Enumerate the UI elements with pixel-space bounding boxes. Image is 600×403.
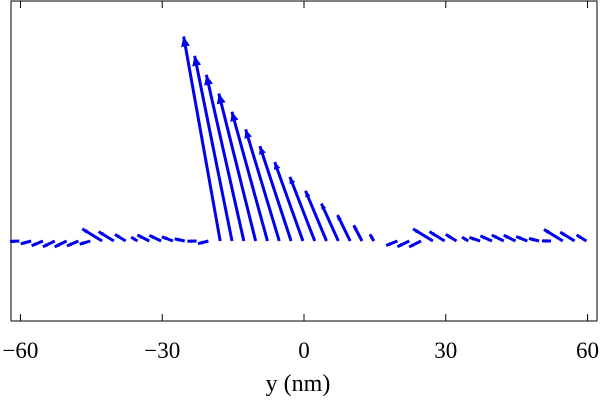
field-arrow-head: [528, 237, 534, 242]
field-arrow-shaft: [204, 74, 246, 242]
field-arrow-head: [413, 228, 419, 234]
field-arrow-head: [174, 237, 180, 242]
field-arrow-head: [137, 235, 143, 239]
field-arrow-shaft: [288, 176, 317, 242]
field-arrow-head: [274, 162, 281, 171]
field-arrow-head: [20, 240, 26, 245]
field-arrow-head: [480, 235, 486, 240]
x-axis-tick-labels: −60 −30 0 30 60: [2, 338, 599, 363]
x-tick-label: 60: [576, 338, 599, 363]
x-axis-label: y (nm): [266, 371, 331, 397]
field-arrow-head: [114, 234, 120, 239]
field-arrow-head: [230, 111, 239, 122]
field-arrow-shaft: [217, 93, 258, 242]
field-arrow-head: [258, 146, 266, 155]
field-arrow-shaft: [182, 36, 222, 242]
x-tick-label: −60: [2, 338, 38, 363]
field-arrow-head: [149, 235, 155, 240]
field-arrow-head: [82, 228, 88, 234]
field-arrow-shaft: [304, 190, 328, 242]
field-arrow-head: [131, 237, 136, 242]
field-arrow-head: [429, 231, 435, 236]
field-arrow-head: [469, 236, 475, 241]
field-arrow-shaft: [320, 202, 340, 242]
field-arrow-shaft: [244, 128, 281, 242]
field-arrow-head: [31, 242, 37, 246]
field-arrow-head: [10, 239, 15, 244]
x-tick-label: −30: [144, 338, 180, 363]
field-arrow-head: [409, 243, 415, 247]
field-arrow-head: [576, 234, 582, 239]
field-arrow-head: [369, 234, 374, 239]
field-arrow-head: [187, 239, 192, 244]
field-arrow-head: [289, 176, 296, 185]
field-arrow-head: [491, 235, 497, 239]
field-arrow-head: [337, 215, 342, 221]
field-arrow-head: [386, 241, 392, 246]
field-arrow-head: [353, 225, 358, 231]
x-axis-ticks: [19, 1, 589, 321]
arrow-field: [10, 36, 588, 249]
field-arrow-head: [462, 237, 467, 242]
field-arrow-head: [516, 236, 522, 241]
field-arrow-head: [216, 93, 226, 105]
field-arrow-head: [42, 243, 48, 247]
field-arrow-head: [321, 203, 327, 210]
field-arrow-head: [204, 74, 213, 86]
field-arrow-head: [79, 240, 85, 245]
field-arrow-shaft: [273, 161, 305, 242]
plot-frame: [10, 0, 598, 322]
field-arrow-head: [541, 238, 547, 243]
field-arrow-head: [180, 36, 190, 48]
field-arrow-head: [98, 231, 104, 236]
field-arrow-head: [560, 232, 566, 237]
field-arrow-shaft: [258, 145, 293, 242]
field-arrow-head: [66, 242, 72, 247]
field-arrow-head: [161, 236, 167, 241]
field-arrow-head: [244, 129, 252, 139]
field-arrow-head: [543, 229, 550, 234]
field-arrow-shaft: [193, 55, 234, 242]
field-arrow-shaft: [230, 111, 269, 242]
x-tick-label: 0: [298, 338, 310, 363]
field-arrow-head: [305, 190, 311, 198]
field-arrow-head: [445, 234, 451, 239]
field-arrow-head: [54, 243, 60, 247]
field-arrow-head: [198, 240, 203, 245]
field-arrow-head: [397, 242, 403, 247]
field-arrow-head: [503, 235, 509, 240]
x-tick-label: 30: [434, 338, 457, 363]
field-arrow-head: [192, 55, 202, 67]
